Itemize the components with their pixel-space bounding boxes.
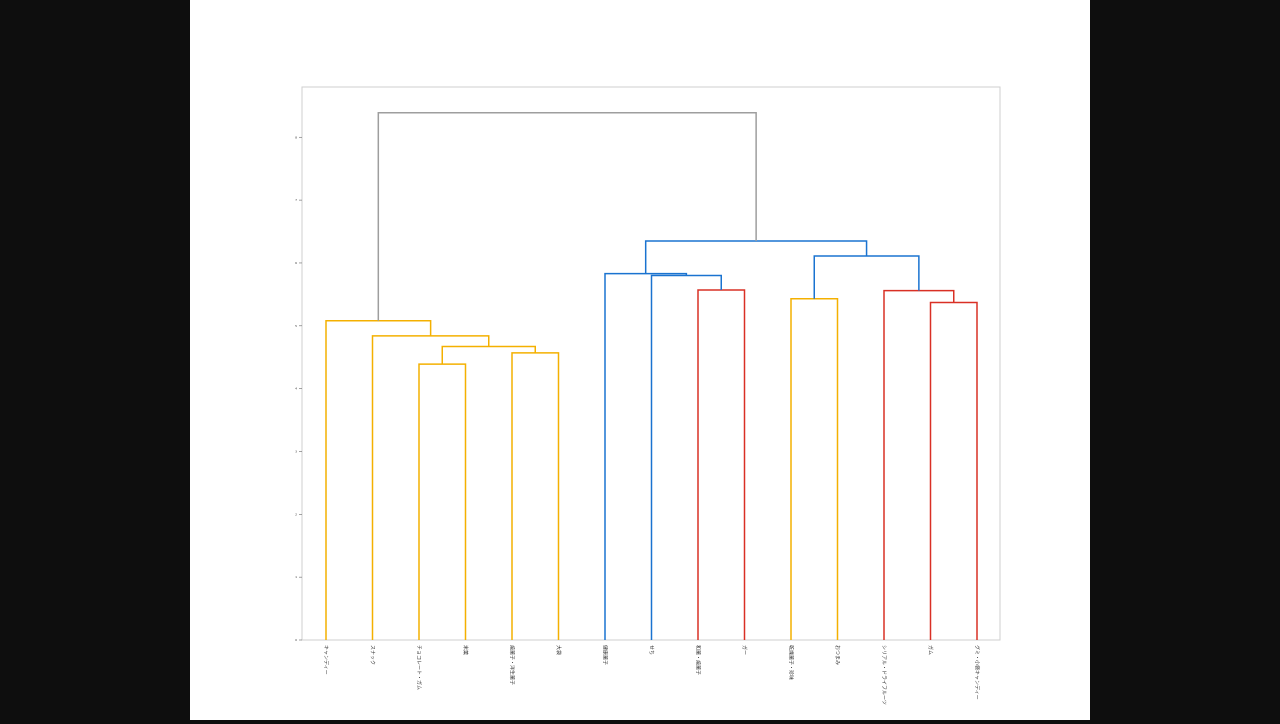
y-tick-label: 0 [295, 638, 297, 642]
y-tick-label: 1 [295, 575, 297, 579]
leaf-label: ガム [927, 645, 934, 655]
leaf-label: キャンディー [323, 645, 330, 675]
y-tick-label: 4 [295, 387, 297, 391]
link [377, 112, 757, 321]
link [441, 345, 536, 365]
y-tick-label: 5 [295, 324, 297, 328]
leaf-label: 和菓・焼菓子 [695, 645, 702, 675]
y-tick-label: 3 [295, 449, 297, 453]
leaf-label: スナック [369, 645, 375, 665]
leaf-label: 健康菓子 [602, 645, 609, 665]
y-tick-label: 2 [295, 512, 297, 516]
leaf-label: せち [648, 645, 654, 655]
y-tick-label: 7 [295, 198, 297, 202]
link [883, 289, 955, 640]
y-tick-label: 6 [295, 261, 297, 265]
leaf-label: チョコレート・ガム [416, 645, 423, 690]
leaf-label: 焼菓子・洋生菓子 [509, 645, 516, 685]
leaf-label: おつまみ [834, 645, 841, 665]
leaf-label: 乾燥菓子・珍味 [788, 645, 795, 680]
canvas [190, 0, 1090, 720]
leaf-label: ガー [741, 645, 748, 655]
y-tick-label: 8 [295, 135, 297, 139]
leaf-label: シリアル・ドライフルーツ [881, 645, 887, 705]
leaf-label: 米菓 [462, 645, 469, 655]
link [604, 272, 688, 640]
leaf-label: 大袋 [555, 645, 562, 655]
link [790, 298, 839, 640]
link [650, 274, 722, 640]
leaf-label: グミ・小袋キャンディー [974, 645, 981, 700]
